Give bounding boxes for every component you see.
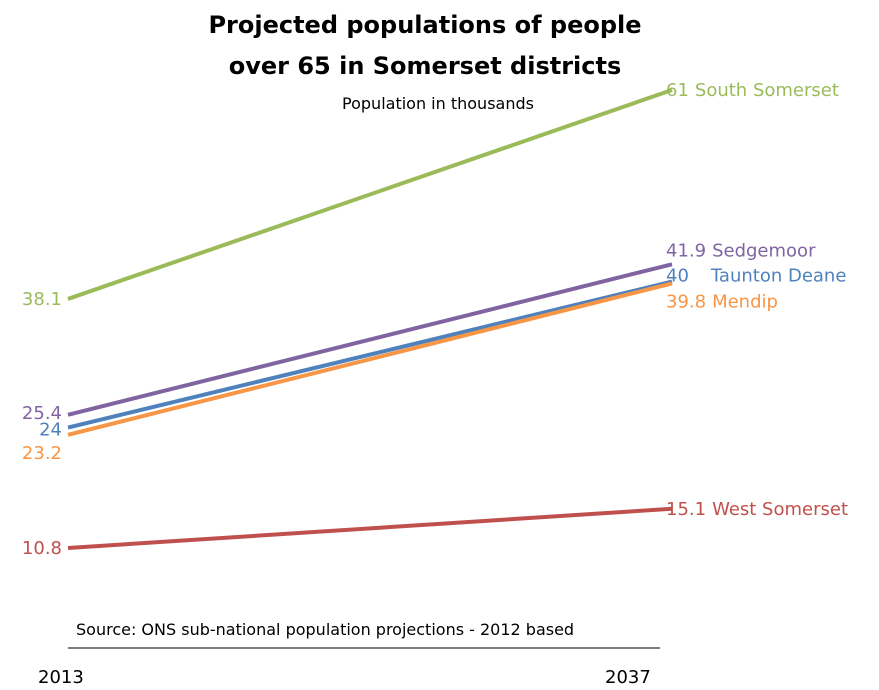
end-value-taunton-deane: 40	[666, 266, 689, 287]
x-tick-label-end: 2037	[605, 667, 651, 688]
series-name-sedgemoor: Sedgemoor	[712, 240, 816, 261]
end-value-mendip: 39.8	[666, 291, 706, 312]
series-name-south-somerset: South Somerset	[695, 80, 839, 101]
series-line-mendip	[67, 281, 673, 437]
series-name-west-somerset: West Somerset	[712, 499, 848, 520]
end-value-south-somerset: 61	[666, 80, 689, 101]
series-line-west-somerset	[67, 506, 673, 550]
end-label-sedgemoor: 41.9 Sedgemoor	[666, 240, 816, 261]
source-note: Source: ONS sub-national population proj…	[76, 620, 574, 639]
end-value-west-somerset: 15.1	[666, 499, 706, 520]
series-name-taunton-deane: Taunton Deane	[710, 266, 847, 287]
end-label-west-somerset: 15.1 West Somerset	[666, 499, 848, 520]
end-label-taunton-deane: 40 Taunton Deane	[666, 266, 846, 287]
start-value-label-taunton-deane: 24	[39, 420, 62, 441]
series-line-taunton-deane	[67, 279, 673, 430]
start-value-label-west-somerset: 10.8	[22, 538, 62, 559]
start-value-label-mendip: 23.2	[22, 443, 62, 464]
start-value-label-sedgemoor: 25.4	[22, 403, 62, 424]
series-line-sedgemoor	[67, 262, 673, 417]
x-tick-label-start: 2013	[38, 667, 84, 688]
chart-title-line-2: over 65 in Somerset districts	[229, 52, 622, 80]
end-label-south-somerset: 61 South Somerset	[666, 80, 839, 101]
series-line-south-somerset	[67, 88, 673, 301]
series-layer: 38.1 61 South Somerset 25.4 41.9 Sedgemoor 24 4…	[22, 80, 848, 559]
end-value-sedgemoor: 41.9	[666, 240, 706, 261]
series-name-mendip: Mendip	[712, 291, 778, 312]
chart-subtitle: Population in thousands	[342, 94, 534, 113]
end-label-mendip: 39.8 Mendip	[666, 291, 778, 312]
start-value-label-south-somerset: 38.1	[22, 289, 62, 310]
chart-title-line-1: Projected populations of people	[208, 11, 641, 39]
